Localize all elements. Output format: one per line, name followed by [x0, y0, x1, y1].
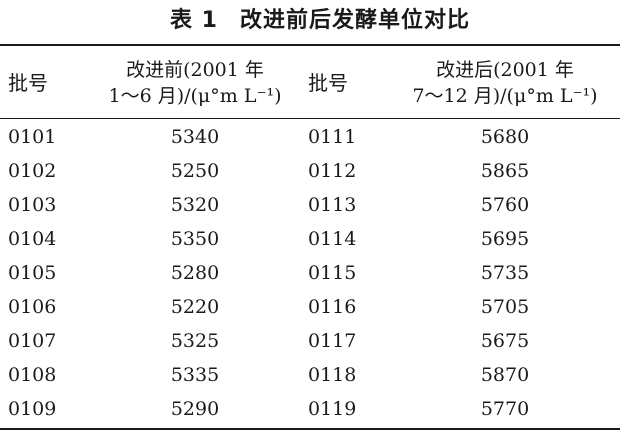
- lot-before-cell: 0105: [8, 262, 57, 284]
- lot-after-cell: 0116: [308, 296, 357, 318]
- after-value-cell: 5770: [480, 398, 530, 420]
- table-row: 0106 5220 0116 5705: [0, 290, 620, 324]
- header-before: 改进前(2001 年 1～6 月)/(μ°m L⁻¹): [90, 47, 300, 118]
- lot-after-cell: 0113: [308, 194, 357, 216]
- fermentation-comparison-table: 批号 改进前(2001 年 1～6 月)/(μ°m L⁻¹) 批号 改进后(20…: [0, 47, 620, 426]
- after-value-cell: 5675: [480, 330, 530, 352]
- lot-before-cell: 0109: [8, 398, 57, 420]
- before-value-cell: 5350: [170, 228, 220, 250]
- lot-before-cell: 0101: [8, 126, 57, 148]
- before-value-cell: 5220: [170, 296, 220, 318]
- header-after: 改进后(2001 年 7～12 月)/(μ°m L⁻¹): [390, 47, 620, 118]
- after-value-cell: 5865: [480, 160, 530, 182]
- lot-after-cell: 0114: [308, 228, 357, 250]
- header-lot-after: 批号: [308, 70, 348, 95]
- header-after-line1: 改进后(2001 年: [436, 58, 574, 81]
- table-body: 0101 5340 0111 5680 0102 5250 0112 5865 …: [0, 118, 620, 426]
- after-value-cell: 5735: [480, 262, 530, 284]
- table-row: 0102 5250 0112 5865: [0, 154, 620, 188]
- after-value-cell: 5870: [480, 364, 530, 386]
- header-lot-before: 批号: [8, 70, 48, 95]
- header-rule: [0, 118, 620, 119]
- lot-after-cell: 0112: [308, 160, 357, 182]
- lot-before-cell: 0108: [8, 364, 57, 386]
- table-row: 0109 5290 0119 5770: [0, 392, 620, 426]
- table-row: 0105 5280 0115 5735: [0, 256, 620, 290]
- table-title: 改进前后发酵单位对比: [239, 8, 470, 33]
- lot-after-cell: 0119: [308, 398, 357, 420]
- lot-before-cell: 0107: [8, 330, 57, 352]
- lot-before-cell: 0103: [8, 194, 57, 216]
- lot-after-cell: 0118: [308, 364, 357, 386]
- table-row: 0104 5350 0114 5695: [0, 222, 620, 256]
- after-value-cell: 5695: [480, 228, 530, 250]
- header-before-line2: 1～6 月)/(μ°m L⁻¹): [108, 84, 282, 107]
- before-value-cell: 5335: [170, 364, 220, 386]
- bottom-rule: [0, 428, 620, 430]
- table-caption: 表 1 改进前后发酵单位对比: [0, 4, 640, 38]
- table-number: 表 1: [170, 8, 218, 33]
- top-rule: [0, 44, 620, 46]
- after-value-cell: 5705: [480, 296, 530, 318]
- before-value-cell: 5290: [170, 398, 220, 420]
- table-row: 0108 5335 0118 5870: [0, 358, 620, 392]
- after-value-cell: 5680: [480, 126, 530, 148]
- table-row: 0103 5320 0113 5760: [0, 188, 620, 222]
- header-row: 批号 改进前(2001 年 1～6 月)/(μ°m L⁻¹) 批号 改进后(20…: [0, 47, 620, 118]
- lot-after-cell: 0111: [308, 126, 357, 148]
- header-after-line2: 7～12 月)/(μ°m L⁻¹): [412, 84, 598, 107]
- lot-before-cell: 0102: [8, 160, 57, 182]
- header-before-line1: 改进前(2001 年: [126, 58, 264, 81]
- table-row: 0101 5340 0111 5680: [0, 118, 620, 154]
- lot-before-cell: 0106: [8, 296, 57, 318]
- before-value-cell: 5325: [170, 330, 220, 352]
- after-value-cell: 5760: [480, 194, 530, 216]
- before-value-cell: 5340: [170, 126, 220, 148]
- table-header: 批号 改进前(2001 年 1～6 月)/(μ°m L⁻¹) 批号 改进后(20…: [0, 47, 620, 118]
- table-row: 0107 5325 0117 5675: [0, 324, 620, 358]
- before-value-cell: 5320: [170, 194, 220, 216]
- before-value-cell: 5280: [170, 262, 220, 284]
- before-value-cell: 5250: [170, 160, 220, 182]
- lot-after-cell: 0115: [308, 262, 357, 284]
- lot-after-cell: 0117: [308, 330, 357, 352]
- lot-before-cell: 0104: [8, 228, 57, 250]
